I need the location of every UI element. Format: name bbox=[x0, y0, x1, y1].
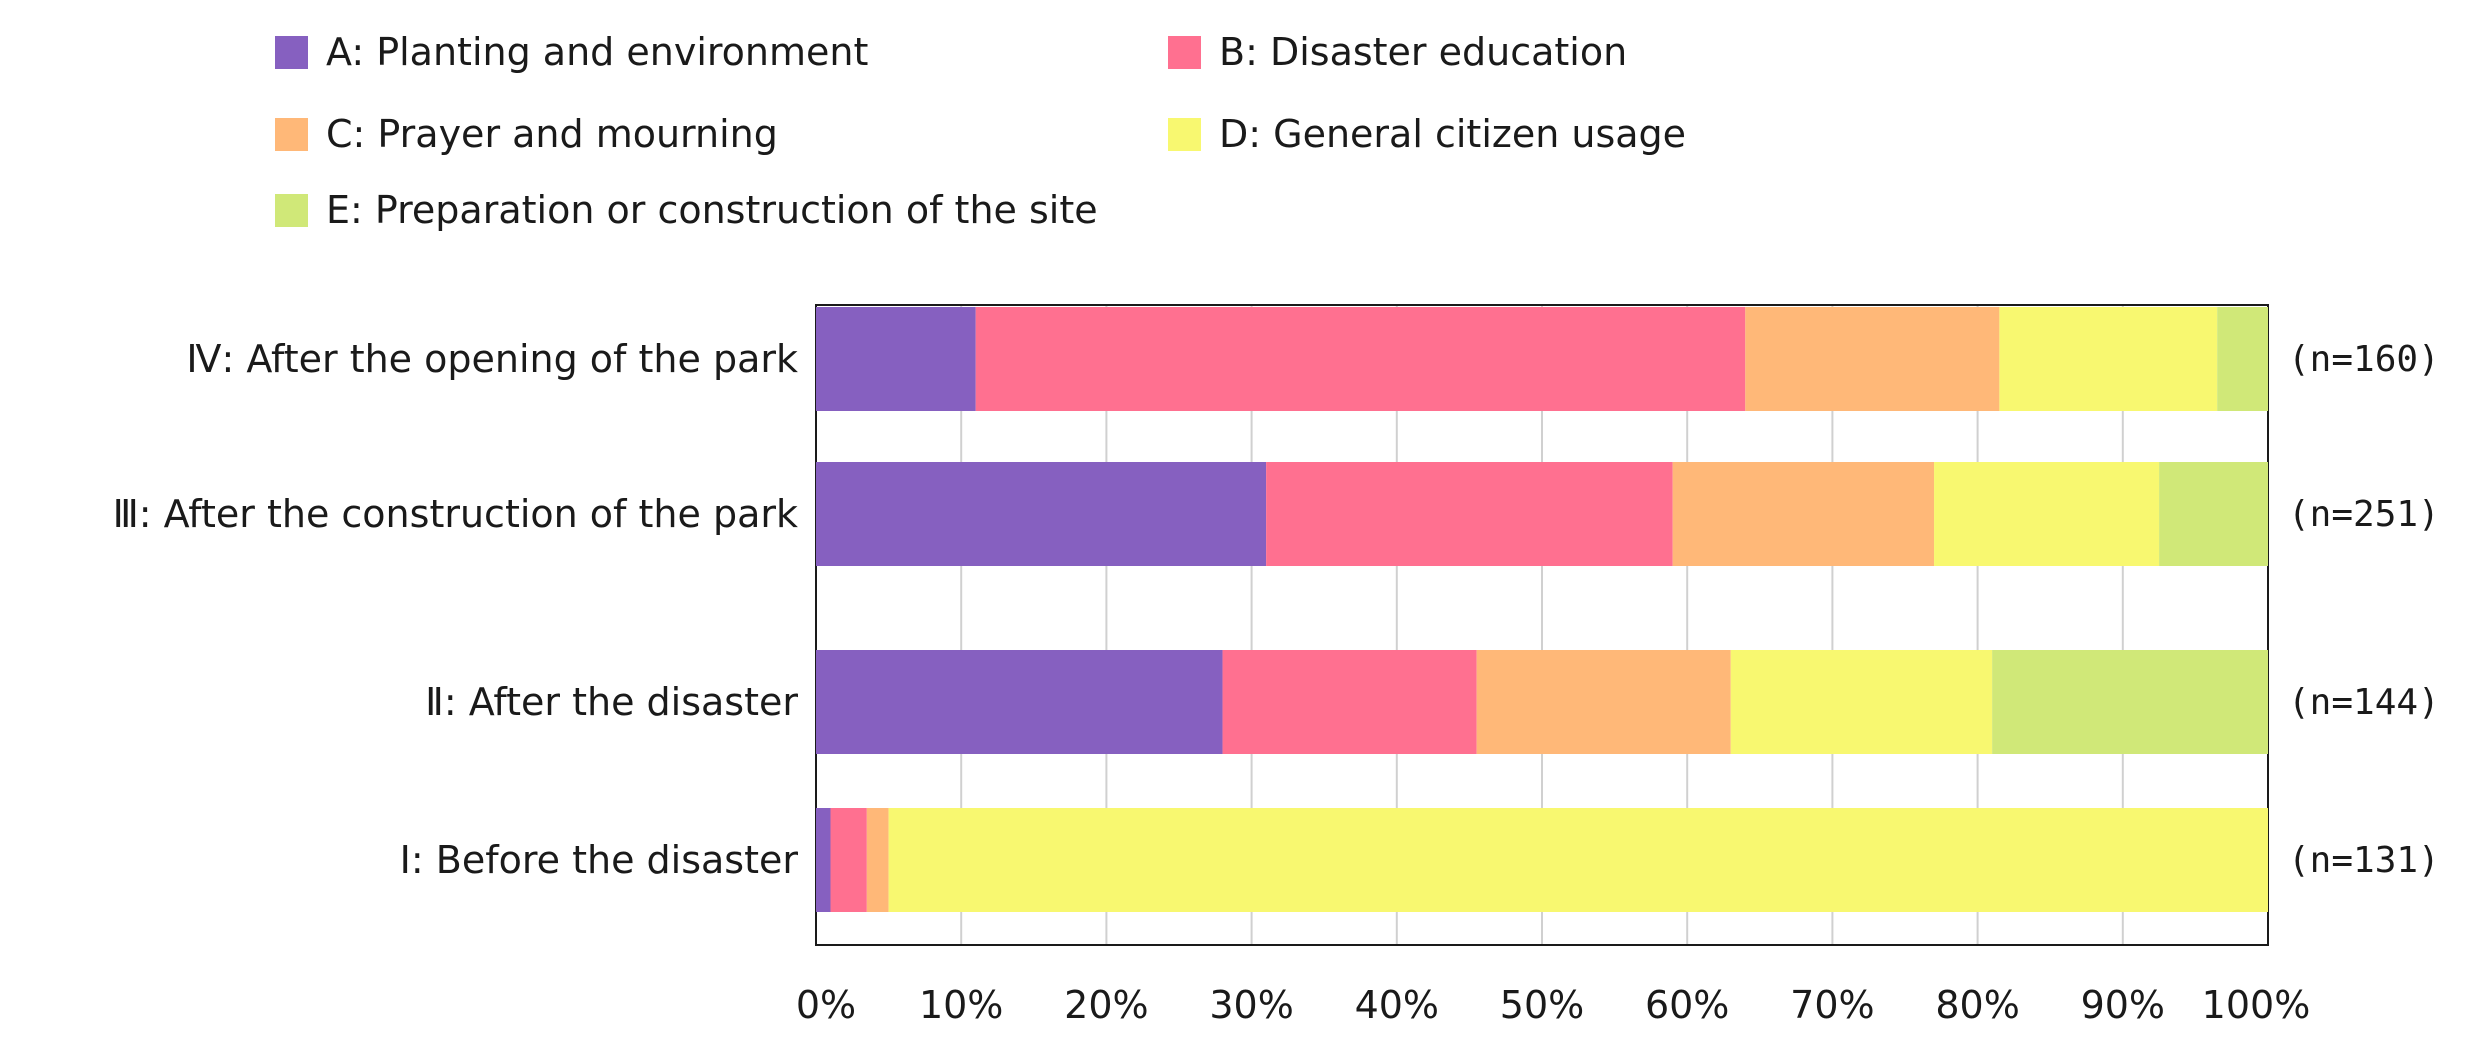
legend-label: B: Disaster education bbox=[1219, 30, 1628, 74]
x-tick-label: 30% bbox=[1209, 983, 1293, 1027]
sample-size-label: (n=144) bbox=[2288, 682, 2440, 723]
legend-label: C: Prayer and mourning bbox=[326, 112, 778, 156]
legend-item-a: A: Planting and environment bbox=[275, 22, 868, 82]
sample-size-label: (n=251) bbox=[2288, 494, 2440, 535]
bar-segment-d-row-1 bbox=[1999, 307, 2218, 411]
bar-segment-b-row-1 bbox=[975, 307, 1746, 411]
bar-segment-c-row-1 bbox=[1745, 307, 2000, 411]
x-tick-label: 50% bbox=[1500, 983, 1584, 1027]
legend-swatch bbox=[275, 193, 308, 227]
chart-legend: A: Planting and environment B: Disaster e… bbox=[0, 0, 2484, 260]
bar-segment-e-row-2 bbox=[2159, 462, 2268, 566]
plot-frame bbox=[815, 304, 2269, 946]
legend-swatch bbox=[275, 117, 308, 151]
legend-swatch bbox=[275, 35, 308, 69]
x-tick-label: 70% bbox=[1790, 983, 1874, 1027]
legend-swatch bbox=[1168, 35, 1201, 69]
legend-item-b: B: Disaster education bbox=[1168, 22, 1627, 82]
bar-segment-a-row-4 bbox=[816, 808, 831, 912]
category-label: Ⅱ: After the disaster bbox=[425, 680, 798, 724]
legend-swatch bbox=[1168, 117, 1201, 151]
bar-segment-d-row-3 bbox=[1730, 650, 1993, 754]
x-tick-label: 90% bbox=[2081, 983, 2165, 1027]
x-tick-label: 60% bbox=[1645, 983, 1729, 1027]
bar-segment-c-row-4 bbox=[866, 808, 889, 912]
bar-segment-a-row-1 bbox=[816, 307, 976, 411]
legend-item-d: D: General citizen usage bbox=[1168, 104, 1686, 164]
bar-segment-b-row-4 bbox=[830, 808, 867, 912]
bar-segment-b-row-2 bbox=[1266, 462, 1673, 566]
x-tick-label: 100% bbox=[2202, 983, 2311, 1027]
bar-segment-b-row-3 bbox=[1222, 650, 1477, 754]
bar-segment-d-row-4 bbox=[888, 808, 2268, 912]
sample-size-label: (n=160) bbox=[2288, 339, 2440, 380]
bar-segment-c-row-3 bbox=[1476, 650, 1731, 754]
bars bbox=[816, 307, 2268, 912]
category-label: Ⅰ: Before the disaster bbox=[400, 838, 799, 882]
x-tick-label: 40% bbox=[1355, 983, 1439, 1027]
bar-segment-a-row-2 bbox=[816, 462, 1267, 566]
category-label: Ⅳ: After the opening of the park bbox=[186, 337, 798, 381]
x-tick-label: 80% bbox=[1935, 983, 2019, 1027]
bar-segment-c-row-2 bbox=[1672, 462, 1935, 566]
x-tick-label: 10% bbox=[919, 983, 1003, 1027]
bar-segment-e-row-1 bbox=[2217, 307, 2268, 411]
legend-label: D: General citizen usage bbox=[1219, 112, 1687, 156]
legend-item-e: E: Preparation or construction of the si… bbox=[275, 180, 1098, 240]
legend-item-c: C: Prayer and mourning bbox=[275, 104, 778, 164]
x-tick-label: 20% bbox=[1064, 983, 1148, 1027]
category-label: Ⅲ: After the construction of the park bbox=[113, 492, 798, 536]
bar-segment-d-row-2 bbox=[1934, 462, 2160, 566]
bar-segment-e-row-3 bbox=[1992, 650, 2268, 754]
legend-label: A: Planting and environment bbox=[326, 30, 869, 74]
x-tick-label: 0% bbox=[796, 983, 856, 1027]
bar-segment-a-row-3 bbox=[816, 650, 1223, 754]
sample-size-label: (n=131) bbox=[2288, 840, 2440, 881]
legend-label: E: Preparation or construction of the si… bbox=[326, 188, 1098, 232]
